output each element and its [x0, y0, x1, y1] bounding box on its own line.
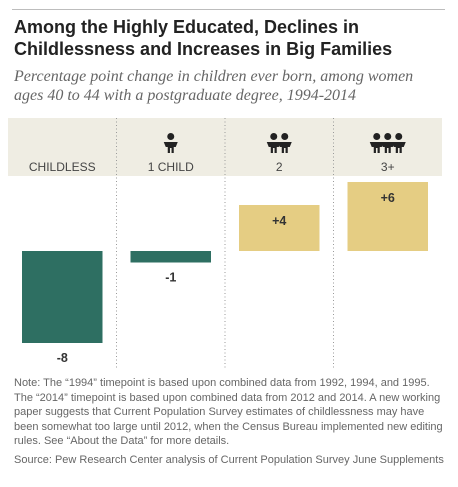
category-label: 1 CHILD	[148, 160, 194, 174]
bar	[22, 251, 103, 343]
child-icon-body	[277, 142, 292, 153]
child-icon-head	[281, 133, 289, 140]
child-icon-body	[380, 142, 395, 153]
data-label: +4	[272, 214, 286, 228]
child-icon	[163, 133, 178, 153]
child-icon-body	[391, 142, 406, 153]
chart-title: Among the Highly Educated, Declines in C…	[14, 17, 393, 59]
bar	[347, 182, 428, 251]
child-icon-body	[369, 142, 384, 153]
child-icon-head	[384, 133, 392, 140]
child-icon-x2	[266, 133, 292, 153]
chart-subtitle: Percentage point change in children ever…	[14, 68, 414, 104]
child-icon	[277, 133, 292, 153]
child-icon-head	[270, 133, 278, 140]
top-rule	[12, 9, 445, 10]
category-label: CHILDLESS	[29, 160, 96, 174]
child-icon	[266, 133, 281, 153]
chart-source: Source: Pew Research Center analysis of …	[14, 454, 444, 466]
data-label: +6	[381, 191, 395, 205]
child-icon-body	[163, 142, 178, 153]
bar	[239, 205, 320, 251]
data-label: -1	[165, 271, 176, 285]
category-label: 2	[276, 160, 283, 174]
child-icon-body	[266, 142, 281, 153]
chart-note: Note: The “1994” timepoint is based upon…	[14, 377, 443, 447]
child-icon-head	[373, 133, 381, 140]
child-icon	[380, 133, 395, 153]
child-icon	[391, 133, 406, 153]
bar	[130, 251, 211, 263]
category-label: 3+	[381, 160, 395, 174]
child-icon	[369, 133, 384, 153]
child-icon-head	[395, 133, 403, 140]
bar-chart: CHILDLESS -8 1 CHILD -1 2 +4 3+ +6	[8, 118, 442, 370]
child-icon-x3	[369, 133, 406, 153]
data-label: -8	[57, 351, 68, 365]
child-icon-head	[167, 133, 175, 140]
child-icon	[163, 133, 178, 153]
